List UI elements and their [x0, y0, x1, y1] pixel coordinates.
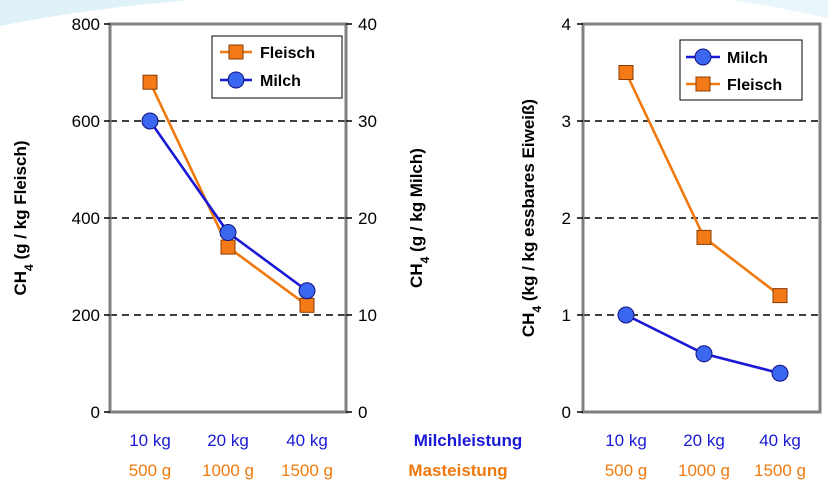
y-tick-label-right: 30: [358, 112, 377, 131]
x-tick-label: 20 kg: [207, 431, 249, 450]
legend: Milch Fleisch: [679, 39, 803, 101]
y-tick-label-right: 0: [358, 403, 367, 422]
data-point-fleisch: [142, 74, 158, 90]
y-tick-label-left: 600: [72, 112, 100, 131]
series-line-fleisch: [624, 71, 781, 297]
chart-right: 0 1 2 3 4 CH4 (kg / kg essbares Eiweiß) 10 kg 2…: [519, 15, 822, 480]
x-tick-label-secondary: 1500 g: [754, 461, 806, 480]
x-tick-label-secondary: 1500 g: [281, 461, 333, 480]
legend-marker-milch: [227, 71, 245, 89]
y-tick-label-right: 20: [358, 209, 377, 228]
data-point-fleisch: [772, 288, 788, 304]
legend-marker-fleisch: [228, 44, 244, 60]
series-line-milch: [148, 120, 308, 292]
data-point-milch: [617, 306, 635, 324]
data-point-milch: [141, 112, 159, 130]
y-axis-title-right: CH4 (g / kg Milch): [407, 148, 432, 288]
data-point-fleisch: [299, 297, 315, 313]
x-tick-label: 20 kg: [683, 431, 725, 450]
x-tick-label-secondary: 1000 g: [678, 461, 730, 480]
series-line-milch: [625, 313, 781, 375]
data-point-milch: [771, 364, 789, 382]
data-point-fleisch: [696, 229, 712, 245]
data-point-milch: [298, 282, 316, 300]
x-tick-label: 40 kg: [286, 431, 328, 450]
y-tick-label: 2: [562, 209, 571, 228]
x-tick-label-secondary: 1000 g: [202, 461, 254, 480]
legend-label-milch: Milch: [727, 50, 768, 67]
data-point-fleisch: [220, 239, 236, 255]
legend-label-milch: Milch: [260, 73, 301, 90]
y-tick-label: 3: [562, 112, 571, 131]
y-tick-label-left: 200: [72, 306, 100, 325]
decorative-swoosh: [0, 0, 828, 26]
y-tick-label: 0: [562, 403, 571, 422]
y-tick-label: 4: [562, 15, 571, 34]
data-point-milch: [219, 224, 237, 242]
y-tick-label-right: 10: [358, 306, 377, 325]
y-axis-title-left: CH4 (g / kg Fleisch): [11, 141, 36, 296]
x-tick-label: 40 kg: [759, 431, 801, 450]
y-tick-label-left: 400: [72, 209, 100, 228]
y-tick-label-right: 40: [358, 15, 377, 34]
y-tick-label-left: 800: [72, 15, 100, 34]
x-tick-label-secondary: 500 g: [605, 461, 648, 480]
x-axis-title-milchleistung: Milchleistung: [414, 431, 523, 450]
legend-label-fleisch: Fleisch: [727, 77, 782, 94]
y-tick-label: 1: [562, 306, 571, 325]
data-point-milch: [695, 345, 713, 363]
x-tick-label: 10 kg: [605, 431, 647, 450]
x-axis-title-masteistung: Masteistung: [408, 461, 507, 480]
legend: Fleisch Milch: [211, 35, 343, 99]
y-tick-label-left: 0: [91, 403, 100, 422]
x-tick-label: 10 kg: [129, 431, 171, 450]
data-point-fleisch: [618, 65, 634, 80]
x-tick-label-secondary: 500 g: [129, 461, 172, 480]
legend-marker-fleisch: [695, 76, 711, 92]
legend-marker-milch: [694, 48, 712, 66]
chart-left: 0 200 400 600 800 0 10 20 30 40 CH4 (g / kg Fleisc…: [11, 15, 522, 480]
y-axis-title: CH4 (kg / kg essbares Eiweiß): [519, 99, 544, 337]
legend-label-fleisch: Fleisch: [260, 45, 315, 62]
